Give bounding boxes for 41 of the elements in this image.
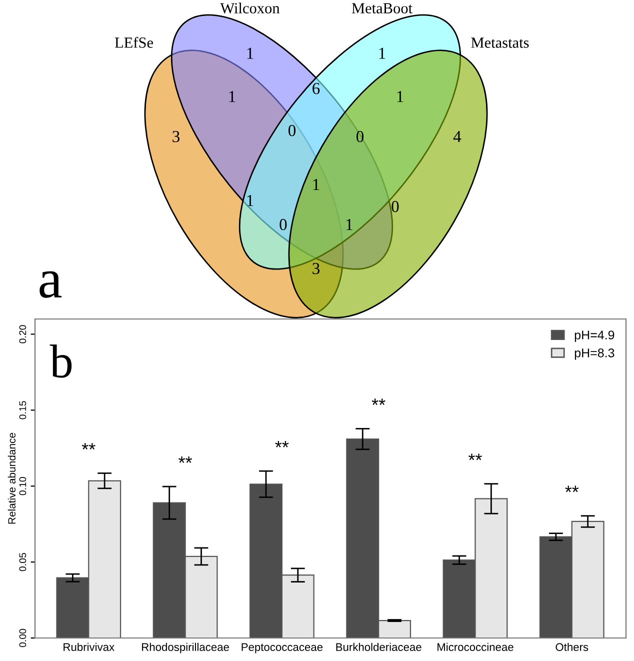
text: 1	[397, 91, 404, 102]
annotation: **	[468, 454, 482, 460]
x-tick-label: Others	[556, 642, 588, 652]
y-tick-label: 0.15	[19, 401, 26, 420]
x-tick-label: Micrococcineae	[438, 642, 514, 652]
text: 6	[312, 82, 320, 94]
y-axis-title: Relative abundance	[8, 432, 16, 524]
text: 0	[288, 124, 296, 136]
y-tick-label: 0.20	[19, 325, 26, 344]
text: 0	[356, 130, 364, 142]
annotation: **	[82, 443, 96, 450]
text: 1	[247, 48, 254, 59]
annotation: **	[275, 441, 289, 448]
legend-label: pH=4.9	[574, 330, 614, 342]
text: 3	[172, 130, 180, 142]
y-tick-label: 0.05	[19, 552, 26, 572]
annotation: **	[178, 456, 192, 463]
category-label: MetaBoot	[352, 3, 412, 14]
text: 1	[346, 219, 352, 230]
text: 1	[379, 48, 386, 59]
text: 0	[392, 200, 399, 212]
y-tick-label: 0.00	[19, 628, 26, 648]
annotation: **	[565, 486, 579, 492]
text: 1	[313, 179, 320, 190]
category-label: Wilcoxon	[220, 2, 280, 14]
x-tick-label: Rubrivivax	[64, 642, 114, 652]
x-tick-label: Burkholderiaceae	[336, 642, 422, 652]
text: 0	[280, 218, 287, 230]
text: 3	[312, 262, 320, 274]
y-tick-label: 0.10	[19, 477, 26, 496]
text: 1	[247, 195, 254, 206]
x-tick-label: Peptococcaceae	[242, 643, 323, 654]
category-label: LEfSe	[114, 36, 153, 48]
annotation: **	[372, 398, 386, 405]
x-tick-label: Rhodospirillaceae	[142, 642, 229, 654]
text: a	[40, 271, 62, 298]
legend-label: pH=8.3	[574, 348, 614, 360]
text: 1	[229, 91, 236, 102]
annotation: b	[50, 344, 72, 378]
category-label: Metastats	[471, 38, 529, 48]
text: 4	[453, 131, 462, 142]
